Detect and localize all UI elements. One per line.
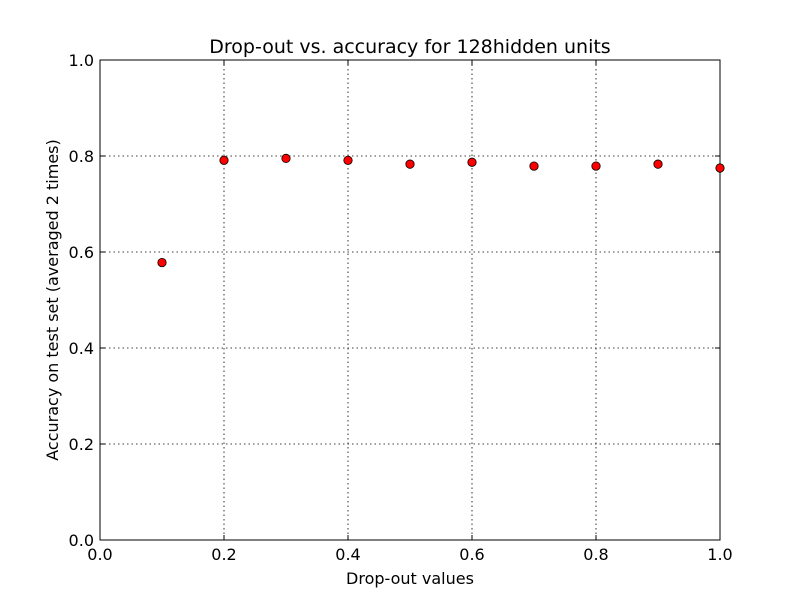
data-point xyxy=(281,153,291,163)
x-tick-label: 1.0 xyxy=(707,545,732,564)
data-point xyxy=(467,157,477,167)
chart-title: Drop-out vs. accuracy for 128hidden unit… xyxy=(209,36,610,58)
y-axis-label: Accuracy on test set (averaged 2 times) xyxy=(43,139,62,460)
y-tick-label: 0.2 xyxy=(69,435,94,454)
x-tick-label: 0.2 xyxy=(211,545,236,564)
data-point xyxy=(343,155,353,165)
grid-lines xyxy=(100,60,720,540)
data-point xyxy=(529,161,539,171)
x-axis-tick-labels: 0.0 0.2 0.4 0.6 0.8 1.0 xyxy=(87,545,732,564)
data-points xyxy=(157,153,725,268)
x-tick-label: 0.6 xyxy=(459,545,484,564)
y-axis-tick-labels: 0.0 0.2 0.4 0.6 0.8 1.0 xyxy=(69,51,94,550)
y-tick-label: 0.6 xyxy=(69,243,94,262)
data-point xyxy=(591,161,601,171)
y-tick-label: 0.8 xyxy=(69,147,94,166)
data-point xyxy=(157,257,167,268)
x-tick-label: 0.4 xyxy=(335,545,360,564)
plot-area-frame xyxy=(99,59,721,541)
y-tick-label: 1.0 xyxy=(69,51,94,70)
x-axis-label: Drop-out values xyxy=(346,569,474,588)
data-point xyxy=(219,155,229,165)
y-tick-label: 0.0 xyxy=(69,531,94,550)
data-point xyxy=(653,159,663,169)
x-tick-label: 0.0 xyxy=(87,545,112,564)
axis-ticks xyxy=(99,59,721,541)
x-tick-label: 0.8 xyxy=(583,545,608,564)
data-point xyxy=(715,163,725,173)
y-tick-label: 0.4 xyxy=(69,339,94,358)
data-point xyxy=(405,159,415,169)
